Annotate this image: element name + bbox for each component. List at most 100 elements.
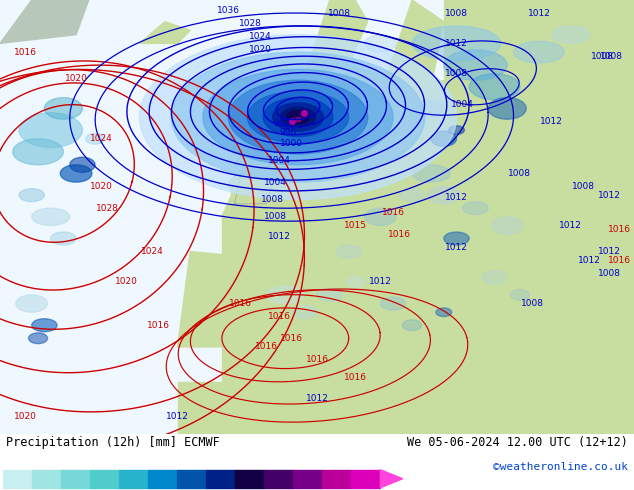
Text: 1024: 1024 [90,134,113,143]
Bar [90,470,119,488]
Text: 1016: 1016 [230,299,252,308]
Text: 1016: 1016 [147,321,170,330]
Text: 1004: 1004 [451,99,474,109]
Polygon shape [380,470,403,488]
Ellipse shape [482,271,507,284]
Ellipse shape [444,232,469,245]
Text: 1012: 1012 [306,394,328,403]
Ellipse shape [436,308,451,317]
Ellipse shape [139,35,456,199]
Ellipse shape [19,189,44,202]
Text: 1008: 1008 [521,299,544,308]
Bar [3,470,32,488]
Ellipse shape [13,139,63,165]
Bar [148,470,178,488]
Polygon shape [304,0,368,78]
Text: 1012: 1012 [445,243,468,252]
Ellipse shape [491,217,523,234]
Ellipse shape [415,100,447,117]
Text: 992: 992 [273,119,291,128]
Text: 1016: 1016 [608,256,631,265]
Text: ©weatheronline.co.uk: ©weatheronline.co.uk [493,462,628,472]
Text: 1000: 1000 [280,139,303,147]
Polygon shape [178,251,279,347]
Text: 1016: 1016 [388,230,411,239]
Text: 1008: 1008 [508,169,531,178]
Polygon shape [298,130,336,173]
Bar [32,470,61,488]
Ellipse shape [469,74,520,100]
Ellipse shape [552,26,590,44]
Ellipse shape [292,306,317,318]
Bar [294,470,322,488]
Ellipse shape [488,98,526,119]
Text: 1012: 1012 [598,247,621,256]
Text: We 05-06-2024 12.00 UTC (12+12): We 05-06-2024 12.00 UTC (12+12) [407,437,628,449]
Text: 1020: 1020 [249,46,271,54]
Ellipse shape [203,70,393,165]
Bar [351,470,380,488]
Ellipse shape [380,297,406,310]
Ellipse shape [444,50,507,80]
Text: 1020: 1020 [115,277,138,286]
Ellipse shape [428,187,460,204]
Ellipse shape [29,333,48,343]
Ellipse shape [514,41,564,63]
Text: 1012: 1012 [445,193,468,202]
Ellipse shape [51,232,76,245]
Text: Precipitation (12h) [mm] ECMWF: Precipitation (12h) [mm] ECMWF [6,437,220,449]
Text: 1016: 1016 [14,48,37,56]
Polygon shape [235,104,279,173]
Text: 1008: 1008 [445,8,468,18]
Ellipse shape [412,26,501,61]
Bar [264,470,294,488]
Ellipse shape [228,80,368,154]
Ellipse shape [19,113,82,147]
Ellipse shape [336,245,361,258]
Polygon shape [139,22,190,44]
Ellipse shape [399,189,425,202]
Text: 1012: 1012 [559,221,582,230]
Ellipse shape [280,107,315,127]
Text: 1020: 1020 [14,412,37,421]
Ellipse shape [70,157,95,172]
Text: 1024: 1024 [249,32,271,41]
Text: 1016: 1016 [344,373,366,382]
Ellipse shape [287,111,309,123]
Text: 1028: 1028 [239,19,262,28]
Text: 1008: 1008 [264,212,287,221]
Text: 1004: 1004 [268,156,290,165]
Text: 1012: 1012 [268,232,290,241]
Ellipse shape [463,202,488,215]
Text: 1036: 1036 [217,6,240,15]
Bar [322,470,351,488]
Text: 1016: 1016 [306,355,328,365]
Polygon shape [228,165,260,204]
Text: 1008: 1008 [598,269,621,278]
Text: 1012: 1012 [540,117,563,126]
Text: 1004: 1004 [264,178,287,187]
Text: 1016: 1016 [280,334,303,343]
Ellipse shape [44,98,82,119]
Text: 1016: 1016 [268,312,290,321]
Text: 1016: 1016 [382,208,404,217]
Polygon shape [317,65,393,130]
Text: 1012: 1012 [369,277,392,286]
Text: 1008: 1008 [261,195,284,204]
Bar [206,470,235,488]
Ellipse shape [403,320,422,331]
Ellipse shape [32,208,70,225]
Polygon shape [0,0,634,434]
Text: 1008: 1008 [445,69,468,78]
Text: 1012: 1012 [527,8,550,18]
Ellipse shape [431,131,456,147]
Polygon shape [222,217,634,434]
Text: 1012: 1012 [598,191,621,199]
Ellipse shape [32,318,57,332]
Text: 1008: 1008 [600,52,623,61]
Text: 1028: 1028 [96,204,119,213]
Polygon shape [444,0,634,130]
Ellipse shape [365,208,396,225]
Ellipse shape [317,289,342,301]
Text: 1012: 1012 [166,412,189,421]
